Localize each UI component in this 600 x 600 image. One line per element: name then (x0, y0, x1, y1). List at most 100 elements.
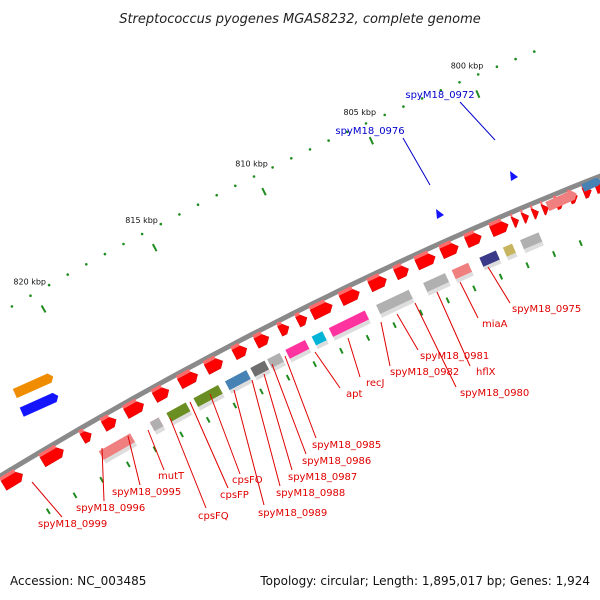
gene-arrow-bevel (99, 414, 110, 422)
ruler-tick (151, 243, 158, 252)
gene-arrow-shape (203, 358, 223, 375)
genome-backbone (0, 173, 600, 480)
gene-block-shape (193, 384, 223, 408)
gene-arrow-shape (253, 334, 270, 349)
inner-ruler-tick (525, 262, 530, 269)
gene-arrow-bevel (0, 469, 16, 481)
inner-ruler-tick (72, 492, 78, 499)
gene-label: spyM18_0988 (276, 488, 345, 499)
ruler-dot (327, 139, 330, 142)
ruler-tick-label: 805 kbp (343, 108, 376, 117)
gene-arrow (488, 218, 509, 238)
gene-block-bevel (198, 393, 225, 411)
gene-arrow-bevel (539, 200, 543, 205)
inner-ruler-tick (472, 285, 477, 292)
gene-label-leader (459, 101, 496, 141)
gene-block-shape (250, 360, 270, 377)
gene-arrow (438, 240, 459, 260)
gene-arrow (0, 469, 23, 491)
backbone-line (0, 173, 600, 480)
gene-arrow (275, 320, 290, 337)
gene-arrow (293, 311, 308, 328)
gene-label: spyM18_0999 (38, 519, 107, 530)
gene-block (502, 243, 518, 261)
gene-label-leader (347, 337, 361, 378)
gene-block (149, 417, 166, 435)
inner-ruler-tick (285, 374, 291, 381)
outer-gene (19, 392, 59, 417)
gene-block (267, 352, 286, 372)
outer-gene-shape (545, 190, 577, 212)
ruler-dot (514, 57, 517, 61)
gene-block (311, 331, 329, 350)
accession-text: Accession: NC_003485 (10, 574, 147, 588)
gene-block (520, 232, 544, 254)
gene-arrow-shape (489, 221, 509, 238)
inner-ruler-tick (312, 361, 317, 368)
ruler-dot (122, 242, 125, 246)
gene-block-shape (376, 289, 413, 315)
inner-ruler-tick (365, 334, 371, 341)
gene-block-shape (285, 339, 310, 359)
gene-label-leader (31, 481, 63, 518)
gene-label-leader (101, 447, 105, 502)
outer-gene-shape (12, 373, 54, 399)
gene-label: mutT (158, 471, 185, 482)
gene-label-leader (396, 313, 419, 351)
inner-ruler-tick (125, 461, 131, 468)
ruler-dot (420, 97, 424, 100)
gene-block (250, 360, 271, 381)
ruler-tick-label: 800 kbp (451, 61, 484, 70)
map-title: Streptococcus pyogenes MGAS8232, complet… (119, 12, 481, 27)
gene-block-bevel (523, 241, 544, 254)
gene-arrow-shape (338, 288, 360, 307)
ruler: 800 kbp 805 kbp 810 kbp 815 kbp 820 kbp (10, 50, 583, 515)
gene-label-leader (459, 281, 479, 319)
gene-arrow (519, 209, 529, 224)
ruler-tick (261, 187, 267, 196)
gene-block-shape (98, 433, 136, 460)
gene-arrow (463, 229, 482, 248)
gene-block-bevel (380, 298, 415, 318)
ruler-dot (476, 73, 480, 76)
gene-block-bevel (333, 319, 371, 341)
gene-label: hflX (476, 367, 496, 378)
gene-block (98, 433, 137, 464)
gene-block-bevel (427, 282, 451, 296)
gene-label-leader (380, 321, 391, 367)
ruler-dot (346, 130, 349, 134)
ruler-dot (533, 50, 536, 53)
gene-label-leader (169, 417, 207, 509)
gene-arrow-shape (439, 243, 459, 260)
inner-ruler-tick (498, 273, 504, 280)
gene-label: spyM18_0987 (288, 472, 357, 483)
gene-arrow-shape (295, 314, 308, 328)
inner-ruler-tick (578, 239, 583, 247)
gene-arrow-bevel (275, 320, 283, 327)
ruler-dot (458, 81, 461, 84)
ruler-tick (40, 304, 47, 313)
gene-arrow-bevel (202, 355, 216, 365)
ruler-dot (383, 113, 387, 117)
gene-arrow-bevel (438, 240, 452, 249)
gene-label: cpsFP (220, 490, 249, 501)
gene-arrow-bevel (519, 209, 523, 214)
gene-label-leader (189, 401, 229, 489)
gene-label-leader (147, 429, 165, 471)
gene-arrow (337, 286, 360, 307)
outer-gene-shape (19, 392, 59, 417)
gene-block-bevel (103, 442, 137, 464)
ruler-dot (66, 273, 69, 276)
inner-ruler-tick (205, 416, 211, 423)
gene-block-bevel (171, 411, 193, 426)
gene-block-bevel (254, 369, 271, 381)
gene-block-bevel (506, 252, 518, 261)
ruler-dot (103, 252, 107, 256)
gene-features (0, 171, 600, 491)
ruler-tick-label: 820 kbp (13, 278, 46, 287)
gene-label: spyM18_0976 (335, 126, 404, 137)
gene-block-shape (166, 402, 191, 422)
gene-label: spyM18_0975 (512, 304, 581, 315)
ruler-dot (271, 166, 274, 169)
gene-label-leader (436, 291, 471, 367)
